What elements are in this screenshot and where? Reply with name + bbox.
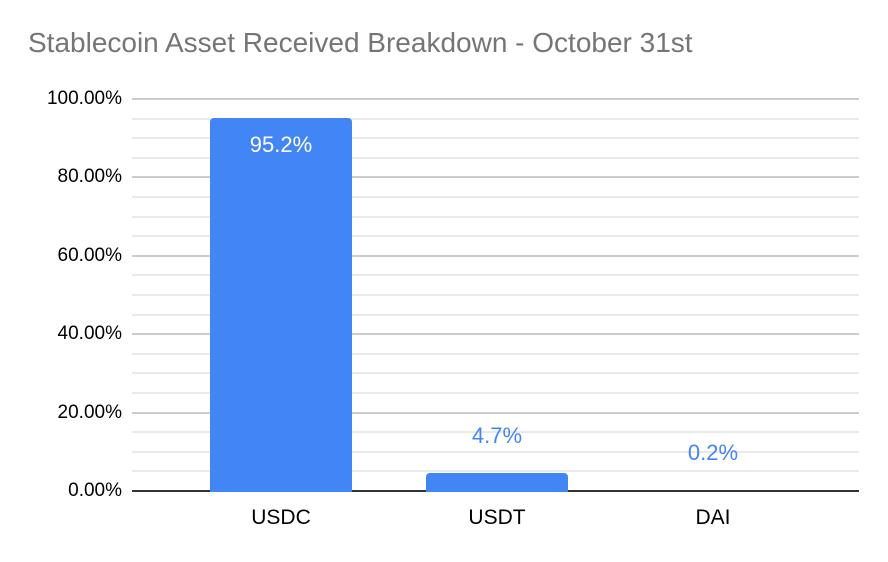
y-axis-tick-label: 40.00% xyxy=(57,323,122,345)
gridline-minor xyxy=(132,313,859,316)
gridline-minor xyxy=(132,117,859,120)
bar-value-label-dai: 0.2% xyxy=(687,440,739,466)
gridline-minor xyxy=(132,137,859,140)
gridline-major xyxy=(132,411,859,414)
gridline-major xyxy=(132,254,859,257)
gridline-major xyxy=(132,176,859,179)
gridline-minor xyxy=(132,235,859,238)
chart-title: Stablecoin Asset Received Breakdown - Oc… xyxy=(28,27,693,58)
gridline-minor xyxy=(132,372,859,375)
gridline-major xyxy=(132,333,859,336)
y-axis-tick-label: 80.00% xyxy=(57,166,122,188)
gridline-minor xyxy=(132,156,859,159)
gridline-minor xyxy=(132,392,859,394)
gridline-minor xyxy=(132,470,859,473)
bar-value-label-usdt: 4.7% xyxy=(471,422,523,448)
y-axis-tick-label: 60.00% xyxy=(57,244,122,266)
gridline-minor xyxy=(132,196,859,198)
x-axis-category-label-usdt: USDT xyxy=(468,505,526,529)
gridline-minor xyxy=(132,294,859,296)
bar-value-label-usdc: 95.2% xyxy=(249,131,313,157)
y-axis-tick-label: 0.00% xyxy=(68,480,122,501)
gridline-minor xyxy=(132,215,859,218)
gridline-major xyxy=(132,98,859,100)
x-axis-category-label-usdc: USDC xyxy=(251,505,311,529)
y-axis-tick-label: 20.00% xyxy=(57,401,122,423)
gridline-minor xyxy=(132,431,859,434)
y-axis-tick-label: 100.00% xyxy=(46,88,122,109)
bar-usdt[interactable] xyxy=(426,472,568,492)
x-axis-category-label-dai: DAI xyxy=(695,505,731,529)
gridline-minor xyxy=(132,352,859,355)
bar-usdc[interactable] xyxy=(210,117,352,492)
gridline-minor xyxy=(132,450,859,453)
gridline-minor xyxy=(132,274,859,277)
